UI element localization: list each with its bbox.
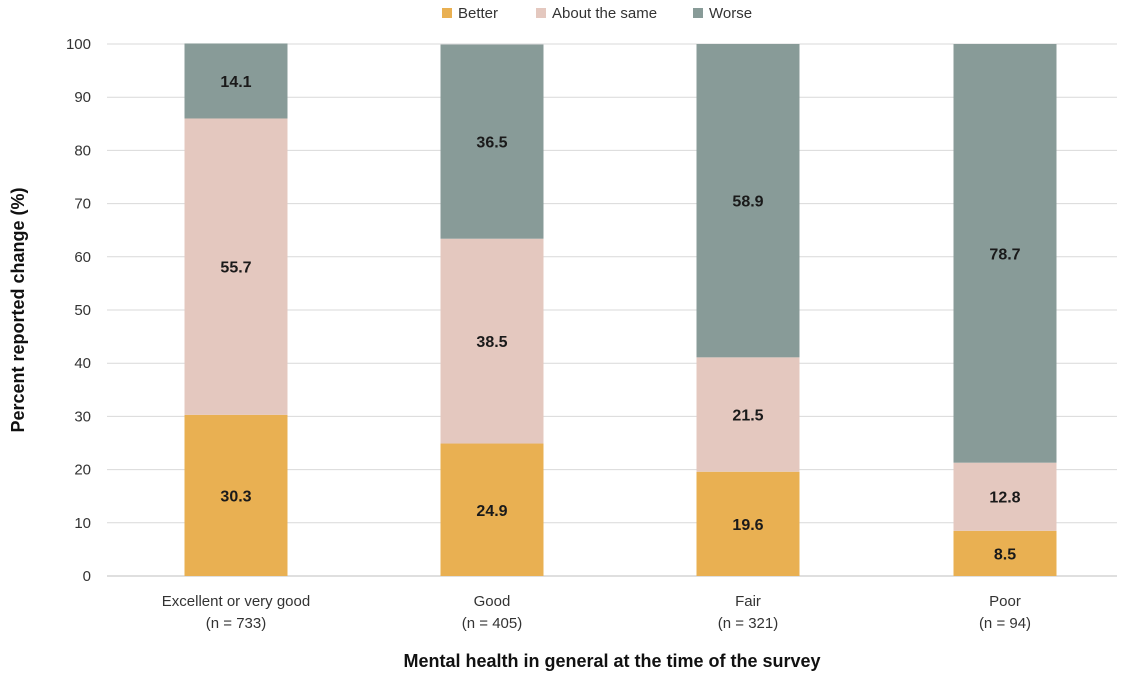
x-category-sample-size: (n = 94) [979,615,1031,632]
x-category-label: Poor [989,593,1021,610]
data-label: 55.7 [220,260,251,277]
bar-segment-worse [440,44,544,239]
bar-segment-about-the-same [953,462,1057,531]
data-label: 58.9 [732,194,763,211]
y-tick-label: 0 [83,568,91,585]
y-tick-label: 60 [74,249,91,266]
data-label: 19.6 [732,517,763,534]
x-category-sample-size: (n = 405) [462,615,522,632]
bar-segment-about-the-same [184,118,288,415]
bar-segment-better [440,443,544,576]
y-tick-label: 40 [74,355,91,372]
legend-swatch-better [442,8,452,18]
y-tick-label: 70 [74,196,91,213]
y-axis-ticks: 0 10 20 30 40 50 60 70 80 90 100 [66,36,91,585]
y-tick-label: 20 [74,462,91,479]
y-tick-label: 30 [74,408,91,425]
bar-segment-worse [953,44,1057,463]
x-category-sample-size: (n = 321) [718,615,778,632]
legend: Better About the same Worse [442,5,752,22]
bar-segment-better [184,414,288,576]
data-label: 12.8 [989,490,1020,507]
x-axis-categories: Excellent or very good (n = 733) Good (n = … [162,593,1031,632]
y-tick-label: 80 [74,142,91,159]
data-label: 24.9 [476,503,507,520]
legend-label: Worse [709,5,752,22]
bar-segment-about-the-same [696,357,800,472]
x-category-label: Good [474,593,511,610]
data-label: 14.1 [220,74,251,91]
legend-swatch-about-the-same [536,8,546,18]
bar-segment-worse [696,44,800,358]
legend-label: Better [458,5,498,22]
bars: 30.3 55.7 14.1 24.9 38.5 36.5 19.6 21.5 58.9 8.5 1… [184,43,1057,576]
y-axis-title: Percent reported change (%) [8,187,28,432]
y-tick-label: 90 [74,89,91,106]
x-axis-title: Mental health in general at the time of … [403,651,820,671]
bar-segment-better [696,471,800,576]
y-tick-label: 10 [74,515,91,532]
x-category-sample-size: (n = 733) [206,615,266,632]
bar-segment-better [953,530,1057,576]
data-label: 30.3 [220,488,251,505]
y-tick-label: 100 [66,36,91,53]
data-label: 21.5 [732,408,763,425]
legend-label: About the same [552,5,657,22]
data-label: 8.5 [994,546,1016,563]
data-label: 36.5 [476,135,507,152]
y-tick-label: 50 [74,302,91,319]
data-label: 38.5 [476,334,507,351]
data-label: 78.7 [989,246,1020,263]
bar-segment-worse [184,43,288,119]
bar-segment-about-the-same [440,238,544,444]
x-category-label: Excellent or very good [162,593,310,610]
legend-swatch-worse [693,8,703,18]
x-category-label: Fair [735,593,761,610]
